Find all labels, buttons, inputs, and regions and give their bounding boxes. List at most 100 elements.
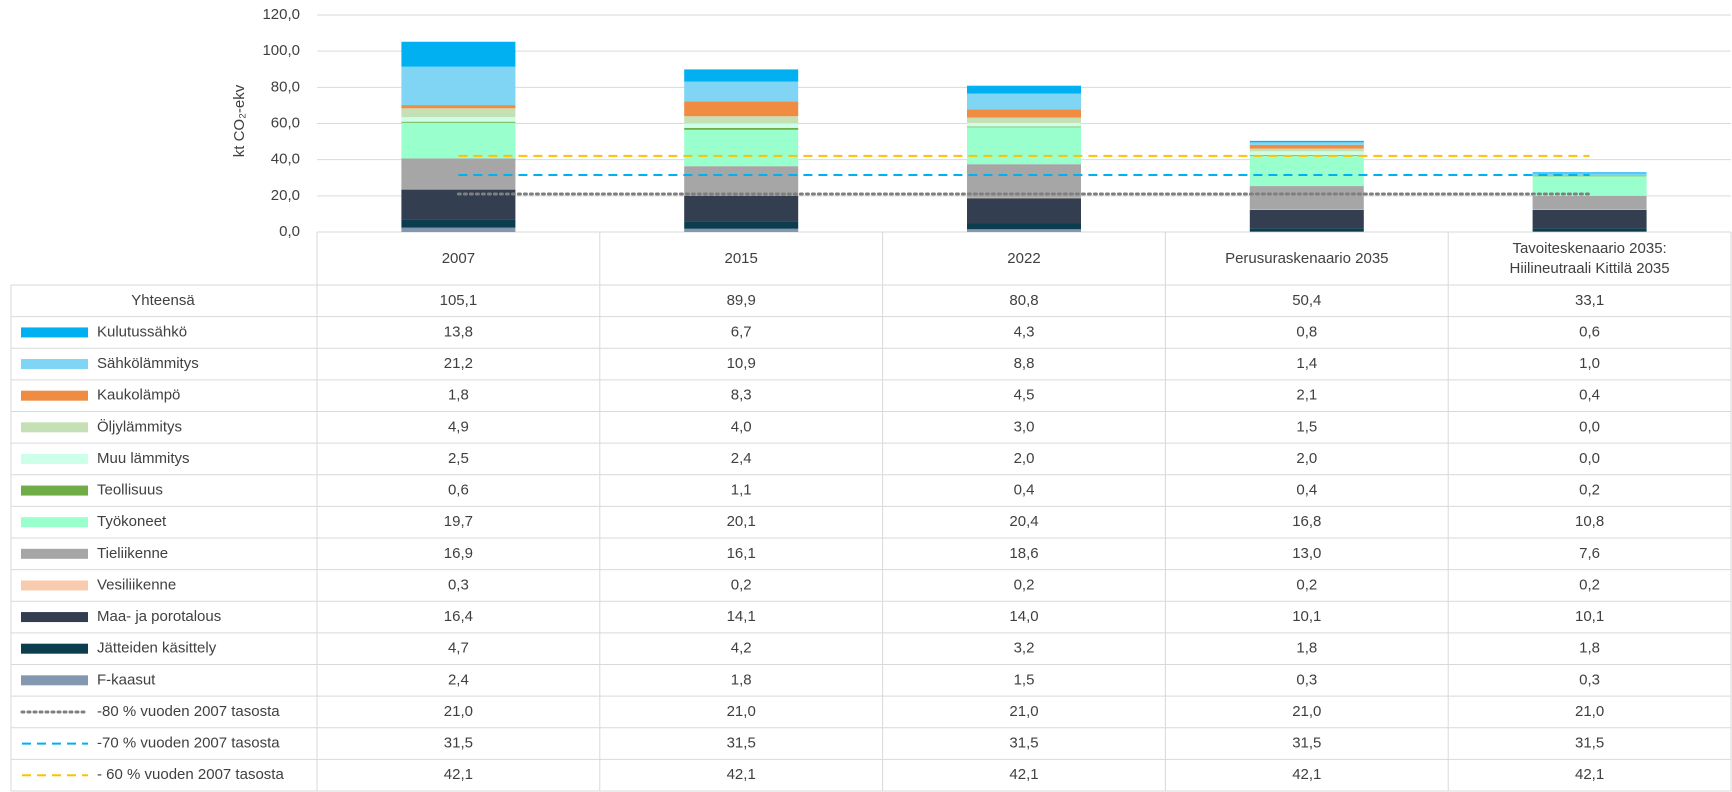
bar-segment — [967, 85, 1081, 94]
bar-segment — [967, 126, 1081, 128]
bar-segment — [1249, 151, 1364, 155]
table-cell: 0,3 — [1579, 671, 1600, 688]
bar-segment — [401, 117, 516, 122]
bar-segment — [967, 122, 1081, 127]
bar-segment — [684, 123, 799, 128]
bar-segment — [967, 109, 1081, 118]
legend-swatch — [21, 422, 88, 433]
bar-segment — [967, 223, 1081, 230]
category-header: Perusuraskenaario 2035 — [1225, 249, 1389, 267]
table-cell: 0,4 — [1014, 482, 1035, 499]
y-tick-label: 40,0 — [271, 151, 300, 168]
x-tick-label: Tavoiteskenaario 2035: Hiilineutraali Ki… — [1509, 239, 1670, 277]
legend-swatch — [21, 675, 88, 686]
y-tick-label: 80,0 — [271, 78, 300, 95]
bar-segment — [967, 229, 1081, 232]
bar-segment — [401, 121, 516, 123]
legend-swatch — [21, 548, 88, 559]
table-cell: 2,4 — [731, 450, 752, 467]
legend-label: Muu lämmitys — [97, 450, 190, 467]
bar-segment — [967, 198, 1081, 224]
bar-segment — [1532, 172, 1647, 174]
bar-segment — [1249, 155, 1364, 187]
table-cell: 0,2 — [1296, 576, 1317, 593]
table-cell: 21,0 — [1292, 703, 1321, 720]
legend-swatch — [21, 453, 88, 464]
y-tick-label: 0,0 — [279, 223, 300, 240]
table-cell: 8,3 — [731, 387, 752, 404]
table-cell: 16,9 — [444, 545, 473, 562]
table-cell: 10,8 — [1575, 513, 1604, 530]
table-cell: 0,3 — [1296, 671, 1317, 688]
table-cell: 42,1 — [1575, 766, 1604, 783]
table-cell: 105,1 — [440, 292, 478, 309]
bar-segment — [684, 69, 799, 82]
bar-segment — [684, 129, 799, 167]
bar-segment — [401, 219, 516, 228]
legend-label: -80 % vuoden 2007 tasosta — [97, 703, 280, 720]
legend-swatch — [21, 390, 88, 401]
bar-segment — [401, 227, 516, 232]
bar-segment — [401, 158, 516, 189]
legend-label: Teollisuus — [97, 482, 163, 499]
legend-swatch — [21, 359, 88, 370]
category-header: 2007 — [441, 249, 476, 267]
table-cell: 0,4 — [1579, 387, 1600, 404]
x-tick-label: Perusuraskenaario 2035 — [1225, 249, 1389, 267]
table-cell: 3,0 — [1014, 418, 1035, 435]
table-cell: 4,5 — [1014, 387, 1035, 404]
bar-segment — [401, 108, 516, 118]
table-cell: 0,2 — [1579, 482, 1600, 499]
legend-label: Öljylämmitys — [97, 417, 182, 435]
bar-segment — [1532, 195, 1647, 210]
table-cell: 0,0 — [1579, 450, 1600, 467]
bar-segment — [684, 81, 799, 102]
bar-segment — [684, 116, 799, 124]
table-cell: 0,2 — [1014, 576, 1035, 593]
table-cell: 18,6 — [1009, 545, 1038, 562]
table-cell: 31,5 — [444, 735, 473, 752]
table-cell: 7,6 — [1579, 545, 1600, 562]
table-cell: 1,4 — [1296, 355, 1317, 372]
category-header: 2022 — [1007, 250, 1040, 267]
bar-segment — [1249, 144, 1364, 149]
legend-label: - 60 % vuoden 2007 tasosta — [97, 766, 284, 783]
table-cell: 31,5 — [1575, 735, 1604, 752]
legend-label: Vesiliikenne — [97, 576, 176, 593]
bar-segment — [684, 166, 799, 196]
table-cell: 19,7 — [444, 513, 473, 530]
legend-label: Tieliikenne — [97, 545, 168, 562]
table-cell: 31,5 — [727, 735, 756, 752]
legend-label: Työkoneet — [97, 513, 167, 530]
table-cell: 42,1 — [727, 766, 756, 783]
bar-segment — [1532, 209, 1647, 229]
bar-segment — [684, 195, 799, 222]
bar-segment — [1249, 140, 1364, 143]
table-cell: 1,8 — [1296, 640, 1317, 657]
legend-label: Kulutussähkö — [97, 323, 187, 340]
bar-segment — [1532, 176, 1647, 196]
legend-label: -70 % vuoden 2007 tasosta — [97, 735, 280, 752]
bar-segment — [401, 66, 516, 106]
bar-segment — [1249, 142, 1364, 145]
table-cell: 21,0 — [444, 703, 473, 720]
legend-label: Kaukolämpö — [97, 387, 180, 404]
bar-segment — [1249, 186, 1364, 210]
bar-segment — [1249, 228, 1364, 232]
table-cell: 89,9 — [727, 292, 756, 309]
table-cell: 6,7 — [731, 323, 752, 340]
table-cell: 2,1 — [1296, 387, 1317, 404]
y-tick-label: 120,0 — [262, 6, 300, 23]
legend-swatch — [21, 580, 88, 591]
legend-label: Maa- ja porotalous — [97, 608, 221, 625]
x-tick-label: 2007 — [441, 249, 476, 267]
table-cell: 2,4 — [448, 671, 469, 688]
legend-swatch — [21, 517, 88, 528]
table-cell: 42,1 — [1009, 766, 1038, 783]
row-label: Yhteensä — [131, 292, 195, 309]
bar-segment — [1249, 231, 1364, 232]
table-cell: 13,8 — [444, 323, 473, 340]
category-header: Tavoiteskenaario 2035: Hiilineutraali Ki… — [1509, 239, 1670, 277]
table-cell: 42,1 — [1292, 766, 1321, 783]
